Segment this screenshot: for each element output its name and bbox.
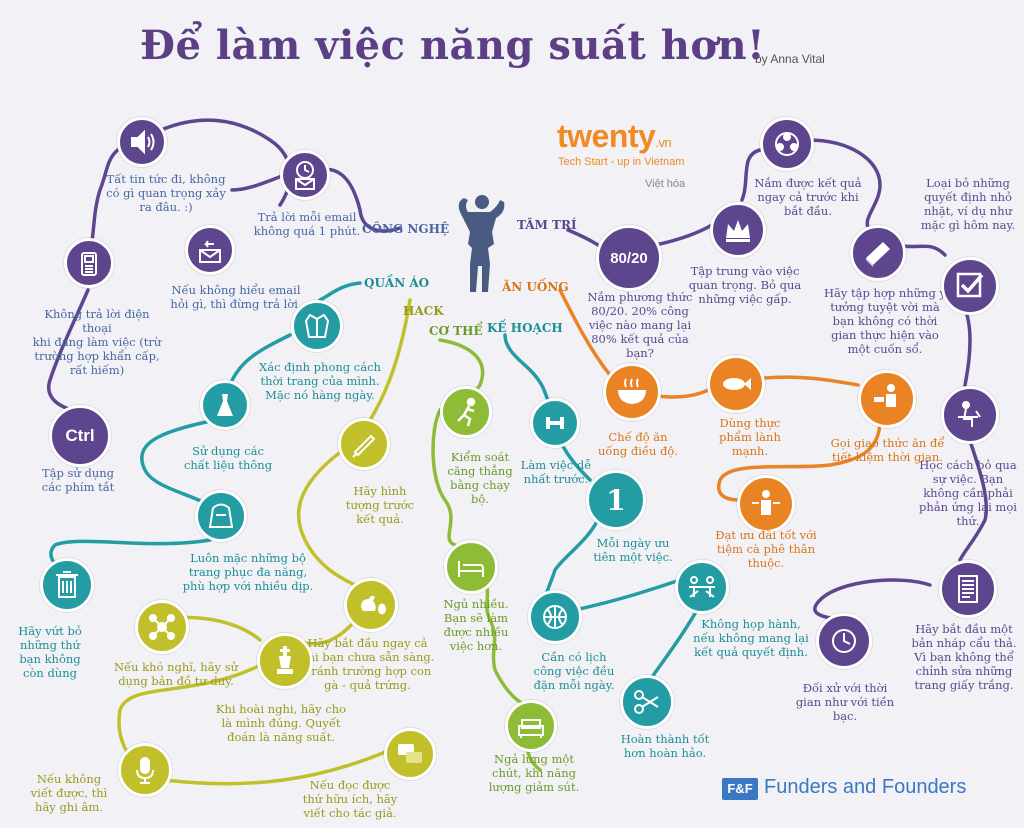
jacket-icon [291, 300, 343, 352]
crown-icon [710, 202, 766, 258]
tip-ban-do: Nếu khó nghĩ, hãy sử dụng bản đồ tư duy. [113, 660, 239, 688]
mind-map-icon [135, 600, 189, 654]
hoodie-icon [195, 490, 247, 542]
tip-lich: Cần có lịch công việc đều đặn mỗi ngày. [533, 650, 615, 692]
tip-phim-tat: Tập sử dụng các phím tắt [41, 466, 115, 494]
number-one-label: 1 [606, 483, 626, 517]
soup-bowl-icon [603, 363, 661, 421]
tip-quyet-dinh: Loại bỏ những quyết định nhỏ nhặt, ví dụ… [920, 176, 1016, 232]
brand-tagline: Tech Start - up in Vietnam [558, 156, 685, 168]
category-quan-ao: QUẦN ÁO [364, 276, 430, 290]
pen-icon [338, 418, 390, 470]
desk-worker-icon [941, 386, 999, 444]
speaker-icon [117, 117, 167, 167]
tip-hinh-tuong: Hãy hình tượng trước kết quả. [345, 484, 415, 526]
category-an-uong: ĂN UỐNG [502, 280, 569, 294]
delivery-icon [858, 370, 916, 428]
trash-can-icon [40, 558, 94, 612]
tip-hop-hanh: Không họp hành, nếu không mang lại kết q… [693, 617, 809, 659]
category-tam-tri: TÂM TRÍ [517, 218, 577, 232]
tip-bo-qua: Học cách bỏ qua sự việc. Bạn không cần p… [919, 458, 1017, 528]
category-ke-hoach: KẾ HOẠCH [487, 321, 563, 335]
tip-da-nang: Luôn mặc những bộ trang phục đa năng, ph… [182, 551, 314, 593]
basketball-icon [528, 590, 582, 644]
checkbox-icon [941, 257, 999, 315]
tip-tap-trung: Tập trung vào việc quan trọng. Bỏ qua nh… [688, 264, 802, 306]
brand-note: Việt hóa [645, 178, 686, 190]
pareto-icon: 80/20 [596, 225, 662, 291]
tip-hoai-nghi: Khi hoài nghi, hãy cho là mình đúng. Quy… [215, 702, 347, 744]
clock-mail-icon [280, 150, 330, 200]
tip-uu-dai: Đạt ưu đãi tốt với tiệm cà phê thân thuộ… [715, 528, 817, 570]
pareto-label: 80/20 [610, 249, 648, 267]
footer-logo: F&F Funders and Founders [722, 776, 984, 802]
waiter-icon [737, 475, 795, 533]
flexing-man-icon [458, 195, 505, 292]
chat-bubbles-icon [384, 728, 436, 780]
dumbbell-icon [530, 398, 580, 448]
tip-chat-lieu: Sử dụng các chất liệu thông [183, 444, 273, 472]
tip-8020: Nắm phương thức 80/20. 20% công việc nào… [587, 290, 693, 360]
draft-page-icon [939, 560, 997, 618]
clock-icon [816, 613, 872, 669]
book-icon [850, 225, 906, 281]
tip-de-nhat: Làm việc dễ nhất trước. [520, 458, 592, 486]
page-title: Để làm việc năng suất hơn! [140, 22, 766, 69]
phone-icon [64, 238, 114, 288]
tip-tra-loi-email: Trả lời mỗi email không quá 1 phút. [253, 210, 361, 238]
tip-nga-lung: Ngả lưng một chút, khi năng lượng giảm s… [488, 752, 580, 794]
tip-che-do: Chế độ ăn uống điều độ. [598, 430, 678, 458]
meeting-icon [675, 560, 729, 614]
tip-thoi-gian: Đối xử với thời gian như với tiền bạc. [795, 681, 895, 723]
tip-hieu-email: Nếu không hiểu email hỏi gì, thì đừng tr… [170, 283, 302, 311]
tip-ghi-am: Nếu không viết được, thì hãy ghi âm. [30, 772, 108, 814]
tip-uu-tien: Mỗi ngày ưu tiên một việc. [593, 536, 673, 564]
microphone-icon [118, 743, 172, 797]
film-reel-icon [760, 117, 814, 171]
tip-y-tuong: Hãy tập hợp những ý tưởng tuyệt vời mà b… [823, 286, 946, 356]
dress-icon [200, 380, 250, 430]
tip-thuc-pham: Dùng thực phẩm lành mạnh. [719, 416, 781, 458]
byline: by Anna Vital [755, 52, 825, 66]
tip-giao-thuc-an: Gọi giao thức ăn để tiết kiệm thời gian. [830, 436, 945, 464]
category-co-the: CƠ THỂ [429, 324, 483, 338]
tip-tac-gia: Nếu đọc được thứ hữu ích, hãy viết cho t… [302, 778, 398, 820]
ctrl-key-icon: Ctrl [49, 405, 111, 467]
tip-ban-nhap: Hãy bắt đầu một bản nháp cẩu thả. Vì bạn… [911, 622, 1017, 692]
chicken-egg-icon [344, 578, 398, 632]
ff-logo-box: F&F [722, 778, 758, 800]
tip-tat-tin: Tất tin tức đi, không có gì quan trọng x… [106, 172, 226, 214]
tip-ngu-nhieu: Ngủ nhiều. Bạn sẽ làm được nhiều việc hơ… [443, 597, 509, 653]
sofa-icon [505, 700, 557, 752]
tip-ket-qua: Nắm được kết quả ngay cả trước khi bắt đ… [754, 176, 862, 218]
brand-suffix: .vn [655, 135, 672, 150]
tip-chay-bo: Kiểm soát căng thẳng bằng chạy bộ. [447, 450, 513, 506]
tip-hoan-thanh: Hoàn thành tốt hơn hoàn hảo. [620, 732, 710, 760]
tip-phong-cach: Xác định phong cách thời trang của mình.… [259, 360, 381, 402]
runner-icon [440, 386, 492, 438]
tip-dien-thoai: Không trả lời điện thoại khi đang làm vi… [32, 307, 162, 377]
email-reply-icon [185, 225, 235, 275]
category-cong-nghe: CÔNG NGHỆ [362, 222, 450, 236]
tip-bat-dau: Hãy bắt đầu ngay cả khi bạn chưa sẵn sàn… [301, 636, 435, 692]
bed-icon [444, 540, 498, 594]
brand-name: twenty [557, 118, 656, 154]
ctrl-key-label: Ctrl [65, 426, 95, 445]
category-hack: HACK [403, 304, 444, 318]
tip-vut-bo: Hãy vứt bỏ những thứ bạn không còn dùng [18, 624, 82, 680]
number-one-icon: 1 [586, 470, 646, 530]
ff-logo-name: Funders and Founders [764, 776, 967, 798]
chess-king-icon [257, 633, 313, 689]
fish-icon [707, 355, 765, 413]
brand-logo: twenty.vn [557, 118, 672, 155]
scissors-icon [620, 675, 674, 729]
